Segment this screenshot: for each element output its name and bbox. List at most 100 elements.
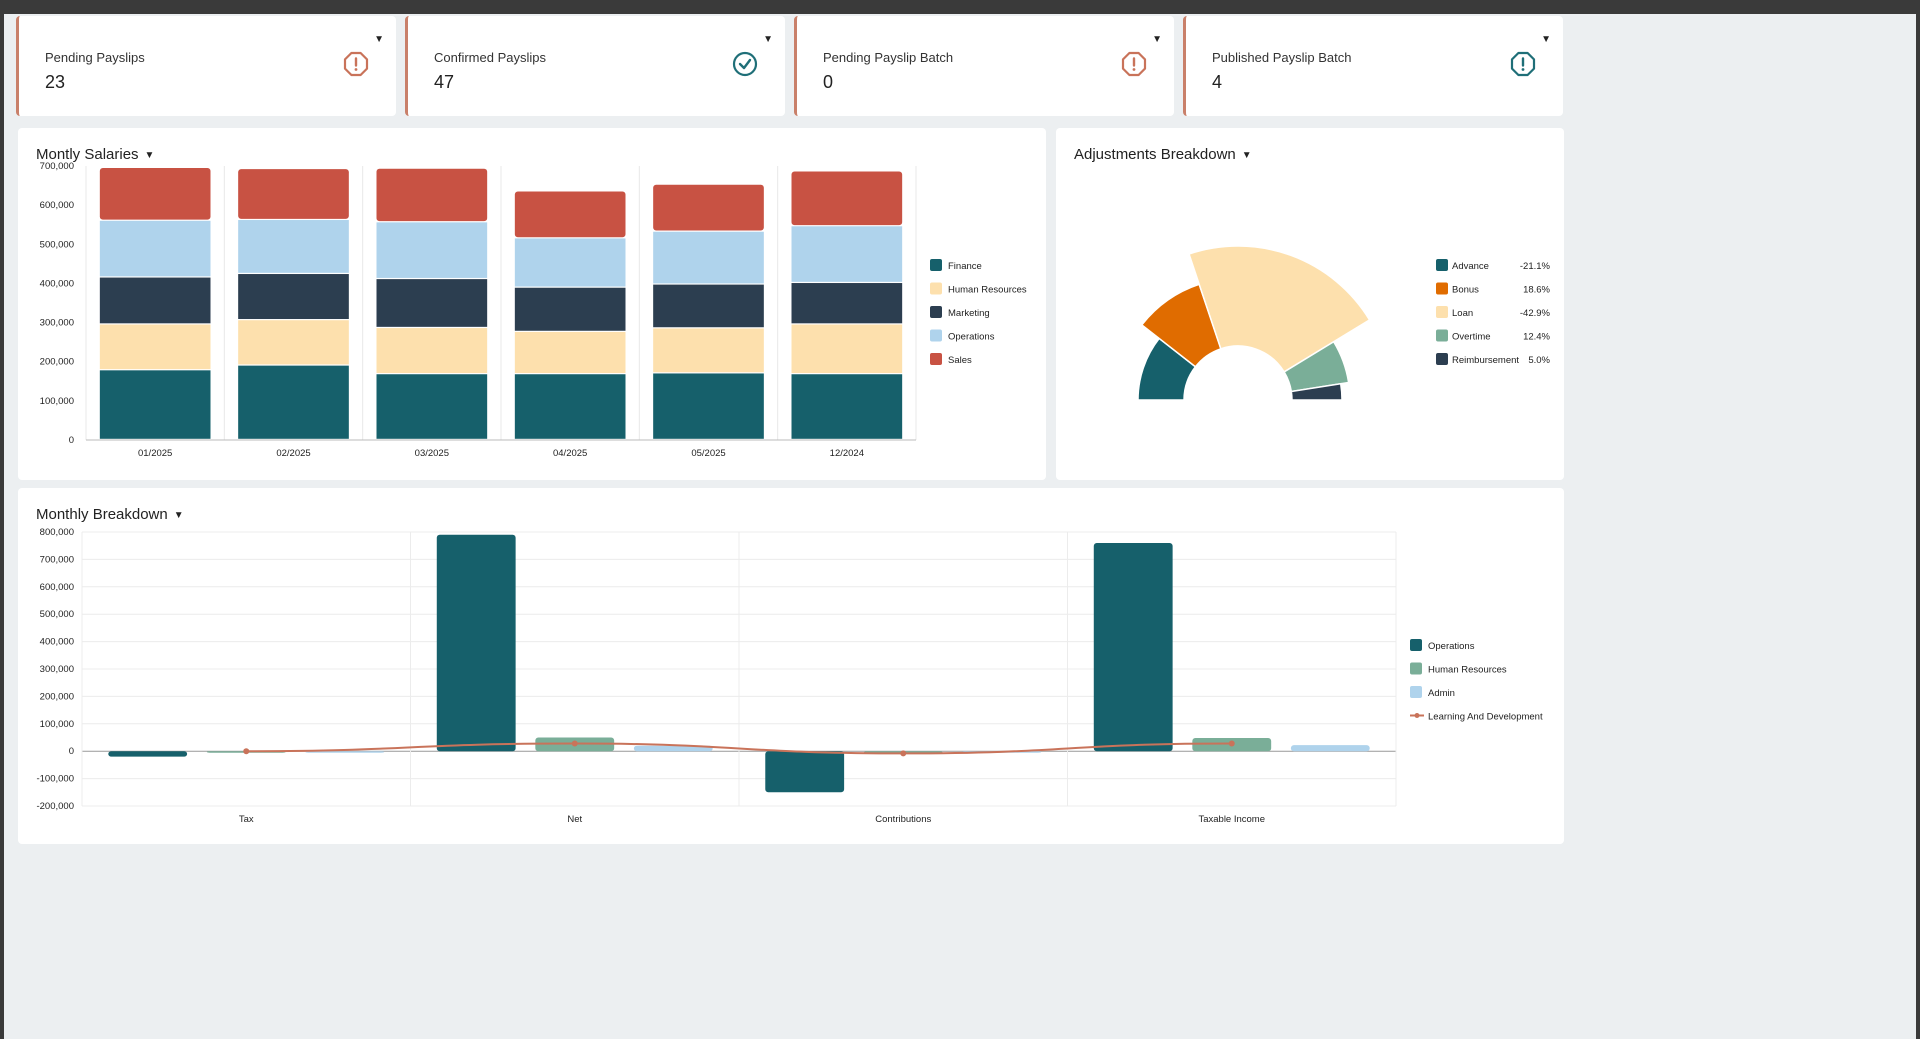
bar-finance-03-2025[interactable] [376,374,488,439]
legend-label: Bonus [1452,285,1479,296]
bar-human-resources-01-2025[interactable] [99,324,211,370]
kpi-card-pending-payslip-batch[interactable]: Pending Payslip Batch 0 ▼ [794,16,1174,116]
bar-sales-12-2024[interactable] [791,171,903,226]
bar-marketing-03-2025[interactable] [376,279,488,327]
bar-marketing-04-2025[interactable] [514,287,626,331]
kpi-card-confirmed-payslips[interactable]: Confirmed Payslips 47 ▼ [405,16,785,116]
legend-swatch[interactable] [1436,353,1448,365]
bar-operations-contributions[interactable] [765,751,845,793]
legend-swatch[interactable] [1436,259,1448,271]
x-tick-label: Contributions [875,814,931,825]
legend-swatch-dot [1414,713,1420,718]
legend-label: Loan [1452,308,1473,319]
bar-operations-net[interactable] [436,534,516,752]
y-tick-label: 100,000 [40,396,74,407]
bar-admin-tax[interactable] [305,751,385,753]
kpi-label: Published Payslip Batch [1212,50,1352,65]
legend-label: Overtime [1452,332,1491,343]
y-tick-label: 100,000 [40,719,74,730]
bar-sales-03-2025[interactable] [376,168,488,222]
kpi-value: 47 [434,72,455,92]
legend-label: Operations [948,332,995,343]
bar-marketing-12-2024[interactable] [791,283,903,324]
bar-operations-02-2025[interactable] [238,220,349,273]
alert-octagon-icon [343,51,369,77]
kpi-card-pending-payslips[interactable]: Pending Payslips 23 ▼ [16,16,396,116]
point-learning-and-development-contributions[interactable] [900,750,907,757]
y-tick-label: 800,000 [40,527,74,538]
monthly-salaries-panel: Montly Salaries ▼ 0 100,000 200,000 300,000 4… [18,128,1046,480]
adjustments-panel: Adjustments Breakdown ▼ Advance -21.1% Bonus… [1056,128,1564,480]
bar-operations-04-2025[interactable] [514,238,626,287]
legend-swatch[interactable] [1410,686,1422,698]
caret-down-icon[interactable]: ▼ [1541,34,1551,45]
bar-finance-04-2025[interactable] [514,374,626,439]
caret-down-icon[interactable]: ▼ [1152,34,1162,45]
monthly-breakdown-title[interactable]: Monthly Breakdown ▼ [36,506,184,523]
bar-operations-12-2024[interactable] [791,226,903,282]
slice-loan[interactable] [1188,245,1371,373]
y-tick-label: 500,000 [40,239,74,250]
legend-value: 5.0% [1528,355,1550,366]
bar-marketing-01-2025[interactable] [99,277,211,324]
bar-operations-05-2025[interactable] [653,231,764,284]
legend-swatch[interactable] [930,282,942,295]
point-learning-and-development-taxable-income[interactable] [1228,740,1235,747]
bar-marketing-05-2025[interactable] [653,284,764,328]
y-tick-label: 600,000 [40,582,74,593]
legend-label: Sales [948,355,972,366]
legend-swatch[interactable] [1410,662,1422,675]
bar-marketing-02-2025[interactable] [238,274,349,320]
x-tick-label: 04/2025 [553,448,587,459]
x-tick-label: 02/2025 [276,448,310,459]
legend-value: -42.9% [1520,308,1551,319]
legend-swatch[interactable] [930,329,942,342]
kpi-card-published-payslip-batch[interactable]: Published Payslip Batch 4 ▼ [1183,16,1563,116]
bar-human-resources-05-2025[interactable] [653,328,764,373]
bar-human-resources-02-2025[interactable] [238,320,349,365]
bar-operations-01-2025[interactable] [99,220,211,277]
legend-swatch[interactable] [930,306,942,318]
legend-swatch[interactable] [1436,306,1448,318]
y-tick-label: 200,000 [40,691,74,702]
bar-admin-net[interactable] [633,745,713,752]
bar-sales-04-2025[interactable] [514,191,626,238]
legend-swatch[interactable] [930,353,942,365]
bar-human-resources-04-2025[interactable] [514,331,626,374]
caret-down-icon[interactable]: ▼ [374,34,384,45]
legend-swatch[interactable] [1436,329,1448,342]
bar-human-resources-12-2024[interactable] [791,324,903,374]
bar-human-resources-03-2025[interactable] [376,328,488,374]
legend-swatch[interactable] [930,259,942,271]
bar-finance-12-2024[interactable] [791,374,903,439]
alert-octagon-icon [1121,51,1147,77]
bar-operations-tax[interactable] [108,751,188,757]
legend-value: 12.4% [1523,332,1550,343]
legend-label: Human Resources [948,285,1027,296]
x-tick-label: Tax [239,814,254,825]
caret-down-icon[interactable]: ▼ [763,34,773,45]
bar-sales-01-2025[interactable] [99,167,211,220]
monthly-salaries-title[interactable]: Montly Salaries ▼ [36,146,154,163]
kpi-label: Confirmed Payslips [434,50,546,65]
x-tick-label: 01/2025 [138,448,172,459]
bar-finance-05-2025[interactable] [653,373,764,439]
point-learning-and-development-net[interactable] [571,740,578,747]
legend-label: Operations [1428,641,1475,652]
bar-sales-05-2025[interactable] [653,184,764,231]
legend-swatch[interactable] [1436,282,1448,295]
bar-finance-01-2025[interactable] [99,370,211,439]
adjustments-title[interactable]: Adjustments Breakdown ▼ [1074,146,1252,163]
bar-operations-03-2025[interactable] [376,222,488,278]
bar-admin-taxable-income[interactable] [1290,745,1370,752]
bar-operations-taxable-income[interactable] [1093,542,1173,752]
bar-sales-02-2025[interactable] [238,169,349,219]
legend-swatch[interactable] [1410,639,1422,651]
adjustments-title-text: Adjustments Breakdown [1074,146,1236,163]
point-learning-and-development-tax[interactable] [243,748,250,755]
y-tick-label: 200,000 [40,357,74,368]
slice-reimbursement[interactable] [1290,382,1343,401]
y-tick-label: -200,000 [36,801,74,812]
kpi-label: Pending Payslip Batch [823,50,954,65]
bar-finance-02-2025[interactable] [238,365,349,439]
